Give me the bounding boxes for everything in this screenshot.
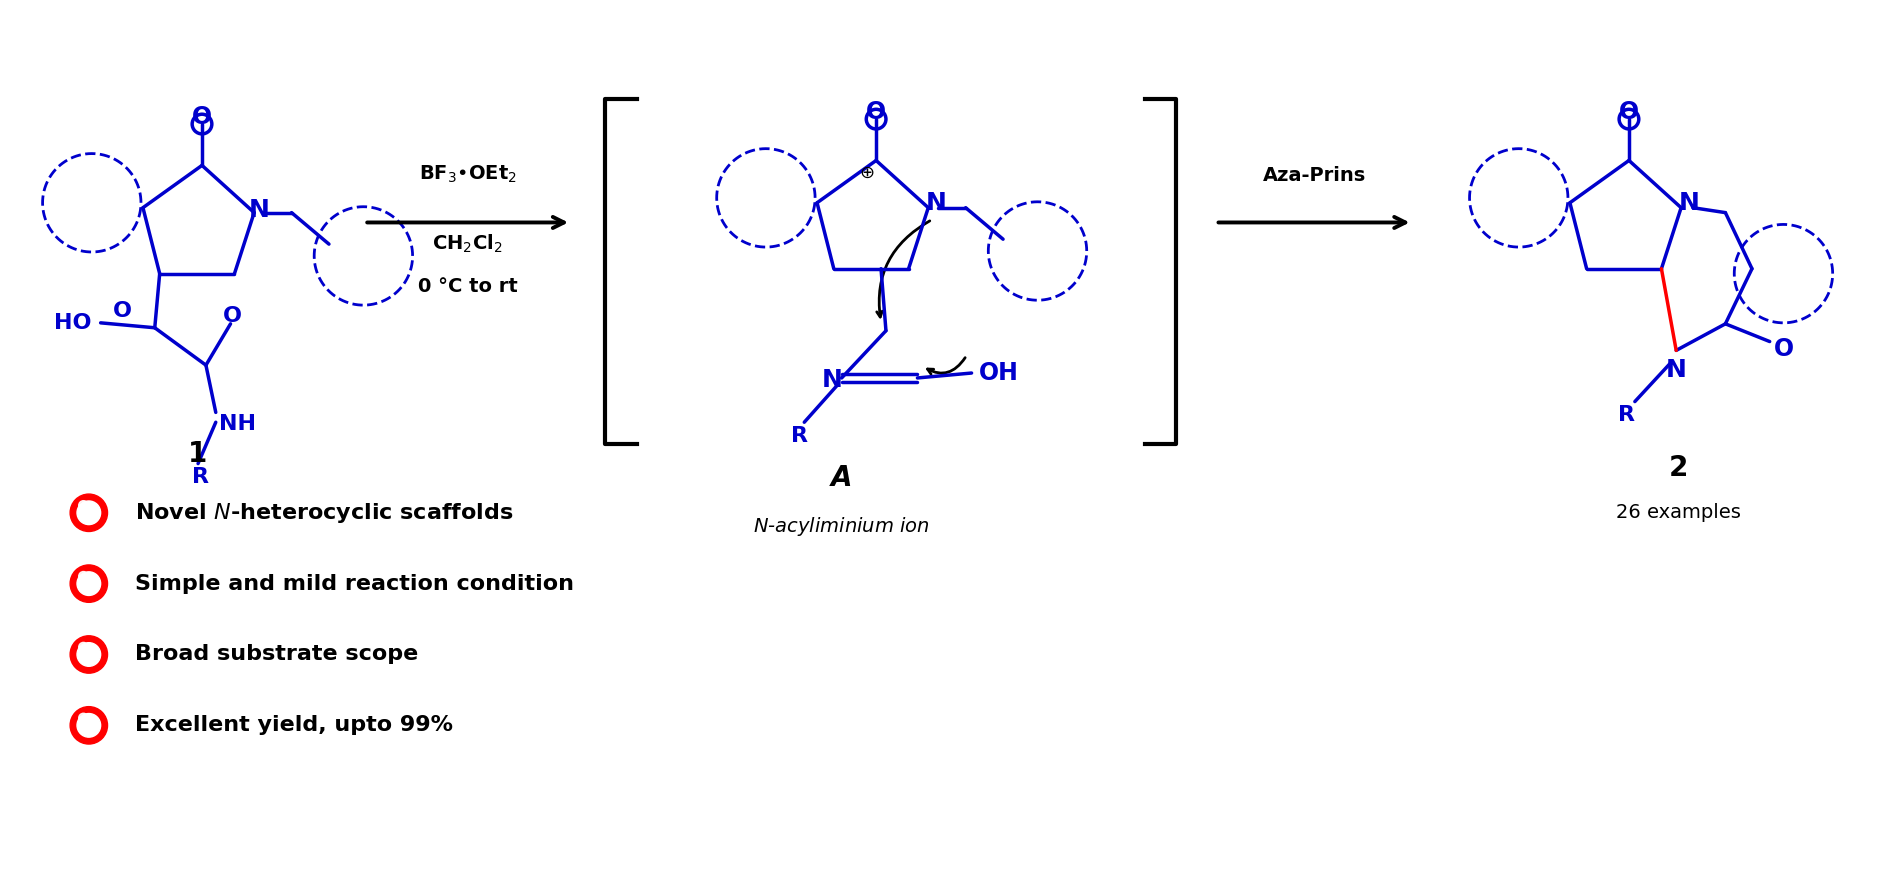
Text: O: O	[1619, 101, 1638, 124]
Text: N: N	[1677, 191, 1698, 215]
Text: R: R	[790, 426, 807, 446]
Text: CH$_2$Cl$_2$: CH$_2$Cl$_2$	[433, 232, 502, 254]
Text: O: O	[113, 301, 132, 321]
Text: $\mathit{N}$-acyliminium ion: $\mathit{N}$-acyliminium ion	[754, 515, 929, 538]
Text: A: A	[831, 463, 852, 491]
Text: OH: OH	[979, 361, 1018, 385]
Text: Aza-Prins: Aza-Prins	[1262, 166, 1366, 185]
Circle shape	[70, 565, 108, 602]
Text: Broad substrate scope: Broad substrate scope	[134, 644, 417, 664]
Circle shape	[79, 501, 89, 510]
Text: R: R	[1617, 406, 1634, 426]
Text: 2: 2	[1668, 454, 1687, 482]
Text: 26 examples: 26 examples	[1615, 503, 1740, 523]
Circle shape	[77, 642, 100, 666]
Text: 1: 1	[187, 440, 206, 468]
Circle shape	[79, 572, 89, 581]
Circle shape	[79, 642, 89, 652]
Text: O: O	[193, 105, 212, 129]
Text: N: N	[1664, 358, 1685, 382]
Text: NH: NH	[219, 414, 255, 434]
Text: Novel $\mathit{N}$-heterocyclic scaffolds: Novel $\mathit{N}$-heterocyclic scaffold…	[134, 501, 514, 524]
Text: N: N	[249, 198, 270, 222]
Circle shape	[70, 707, 108, 744]
Circle shape	[79, 713, 89, 723]
Text: $\oplus$: $\oplus$	[858, 164, 873, 183]
Circle shape	[77, 501, 100, 524]
Circle shape	[70, 494, 108, 531]
Text: Excellent yield, upto 99%: Excellent yield, upto 99%	[134, 715, 453, 735]
Text: N: N	[926, 191, 946, 215]
Text: Simple and mild reaction condition: Simple and mild reaction condition	[134, 573, 574, 593]
Text: BF$_3$•OEt$_2$: BF$_3$•OEt$_2$	[419, 163, 516, 185]
Text: HO: HO	[55, 313, 93, 333]
Circle shape	[70, 635, 108, 673]
Circle shape	[77, 572, 100, 595]
Text: O: O	[1772, 337, 1793, 362]
Text: N: N	[822, 368, 842, 392]
Circle shape	[77, 713, 100, 737]
Text: R: R	[191, 468, 208, 488]
Text: 0 °C to rt: 0 °C to rt	[417, 276, 518, 295]
Text: O: O	[865, 101, 886, 124]
Text: O: O	[223, 306, 242, 326]
